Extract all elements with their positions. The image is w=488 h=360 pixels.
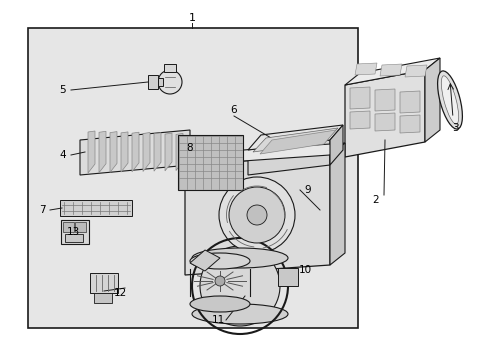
Polygon shape — [349, 111, 369, 129]
Bar — [163, 64, 176, 72]
Polygon shape — [142, 132, 150, 171]
Polygon shape — [247, 140, 329, 175]
Circle shape — [200, 246, 280, 326]
Bar — [60, 200, 132, 216]
Ellipse shape — [192, 248, 287, 268]
Polygon shape — [190, 250, 220, 271]
Bar — [158, 78, 163, 86]
Polygon shape — [247, 125, 342, 150]
Text: 8: 8 — [186, 143, 193, 153]
Polygon shape — [399, 91, 419, 113]
Text: 2: 2 — [372, 195, 379, 205]
Text: 1: 1 — [188, 13, 195, 23]
Text: 10: 10 — [298, 265, 311, 275]
Ellipse shape — [192, 304, 287, 324]
Polygon shape — [345, 70, 424, 157]
Polygon shape — [424, 58, 439, 142]
Polygon shape — [99, 131, 106, 173]
Polygon shape — [399, 115, 419, 133]
Polygon shape — [260, 130, 335, 154]
Ellipse shape — [190, 253, 249, 269]
Bar — [28, 28, 357, 328]
Polygon shape — [374, 113, 394, 131]
Bar — [63, 222, 74, 232]
Text: 3: 3 — [451, 123, 457, 133]
Polygon shape — [154, 133, 161, 171]
Text: 6: 6 — [230, 105, 237, 115]
Polygon shape — [374, 89, 394, 111]
Bar — [65, 234, 83, 242]
Ellipse shape — [437, 71, 462, 129]
Bar — [61, 220, 89, 244]
Text: 5: 5 — [60, 85, 66, 95]
Polygon shape — [345, 58, 439, 85]
Circle shape — [158, 70, 182, 94]
Text: 9: 9 — [304, 185, 311, 195]
Circle shape — [228, 187, 285, 243]
Circle shape — [219, 177, 294, 253]
Bar — [148, 75, 158, 89]
Ellipse shape — [440, 76, 458, 124]
Text: 12: 12 — [113, 288, 126, 298]
Polygon shape — [164, 133, 172, 171]
Polygon shape — [354, 63, 376, 75]
Bar — [75, 222, 86, 232]
Polygon shape — [132, 132, 139, 172]
Polygon shape — [121, 132, 128, 172]
Polygon shape — [252, 128, 337, 152]
Text: 11: 11 — [211, 315, 224, 325]
Polygon shape — [110, 132, 117, 172]
Polygon shape — [329, 143, 345, 265]
Bar — [278, 268, 297, 286]
Polygon shape — [176, 134, 183, 171]
Polygon shape — [404, 65, 426, 77]
Bar — [94, 293, 112, 303]
Circle shape — [246, 205, 266, 225]
Polygon shape — [80, 130, 190, 175]
Text: 4: 4 — [60, 150, 66, 160]
Text: 13: 13 — [66, 227, 80, 237]
Polygon shape — [88, 131, 95, 173]
Text: 7: 7 — [39, 205, 45, 215]
Polygon shape — [184, 143, 345, 165]
Polygon shape — [329, 125, 342, 165]
Polygon shape — [379, 64, 401, 76]
Polygon shape — [349, 87, 369, 109]
Polygon shape — [184, 155, 329, 275]
Circle shape — [215, 276, 224, 286]
Bar — [178, 135, 243, 190]
Ellipse shape — [190, 296, 249, 312]
Bar — [90, 273, 118, 293]
